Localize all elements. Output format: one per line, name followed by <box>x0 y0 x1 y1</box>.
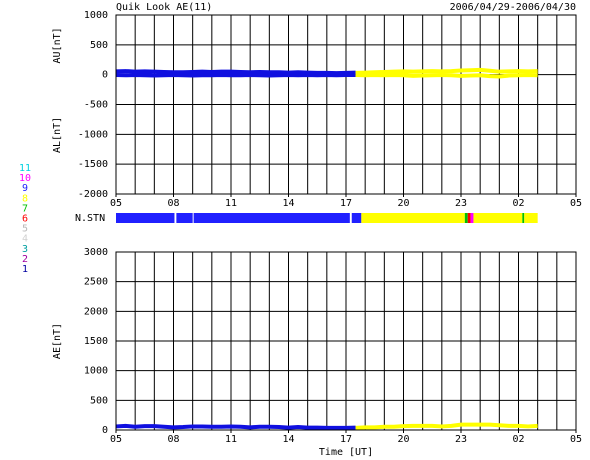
x-tick-label: 11 <box>225 198 237 209</box>
x-tick-label: 14 <box>282 434 294 445</box>
station-segment <box>193 213 350 223</box>
station-segment <box>467 213 471 223</box>
station-segment <box>351 213 362 223</box>
plot-frame <box>115 251 577 431</box>
y-tick-label: 1000 <box>84 10 108 21</box>
station-segment <box>470 213 474 223</box>
x-tick-label: 05 <box>110 198 122 209</box>
x-tick-label: 05 <box>110 434 122 445</box>
station-legend-label: 8 <box>22 193 28 204</box>
y-tick-label: -1500 <box>78 159 108 170</box>
data-line <box>355 67 538 75</box>
y-tick-label: 500 <box>90 40 108 51</box>
y-tick-label: 3000 <box>84 247 108 258</box>
station-legend-label: 7 <box>22 203 28 214</box>
y-tick-label: -1000 <box>78 129 108 140</box>
x-tick-label: 17 <box>340 198 352 209</box>
x-tick-label: 08 <box>167 434 179 445</box>
station-segment <box>361 213 465 223</box>
y-tick-label: 1000 <box>84 366 108 377</box>
data-line <box>115 423 356 430</box>
station-segment <box>524 213 538 223</box>
station-legend-label: 4 <box>22 234 28 245</box>
x-tick-label: 05 <box>570 434 582 445</box>
plot-frame <box>115 14 577 195</box>
data-line <box>355 72 538 79</box>
y-tick-label: -500 <box>84 100 108 111</box>
data-line <box>115 69 356 76</box>
x-tick-label: 17 <box>340 434 352 445</box>
y-tick-label: -2000 <box>78 189 108 200</box>
x-tick-label: 02 <box>512 434 524 445</box>
station-legend-label: 9 <box>22 183 28 194</box>
x-tick-label: 20 <box>397 198 409 209</box>
x-tick-label: 02 <box>512 198 524 209</box>
station-legend-label: 1 <box>22 264 28 275</box>
y-axis-label: AU[nT] <box>52 27 63 63</box>
station-segment <box>176 213 193 223</box>
y-axis-label: AE[nT] <box>52 323 63 359</box>
y-tick-label: 0 <box>102 425 108 436</box>
y-tick-label: 2500 <box>84 277 108 288</box>
station-bar-label: N.STN <box>75 213 105 224</box>
x-tick-label: 14 <box>282 198 294 209</box>
station-legend-label: 3 <box>22 244 28 255</box>
x-axis-label: Time [UT] <box>319 447 373 458</box>
chart-title: Quik Look AE(11) <box>116 2 212 13</box>
data-line <box>115 72 356 78</box>
station-legend-label: 11 <box>19 163 31 174</box>
y-axis-label: AL[nT] <box>52 117 63 153</box>
station-segment <box>473 213 523 223</box>
x-tick-label: 20 <box>397 434 409 445</box>
x-tick-label: 11 <box>225 434 237 445</box>
x-tick-label: 08 <box>167 198 179 209</box>
date-range: 2006/04/29-2006/04/30 <box>450 2 576 13</box>
y-tick-label: 2000 <box>84 306 108 317</box>
y-tick-label: 0 <box>102 70 108 81</box>
y-tick-label: 1500 <box>84 336 108 347</box>
station-legend-label: 2 <box>22 254 28 265</box>
station-segment <box>522 213 525 223</box>
x-tick-label: 05 <box>570 198 582 209</box>
station-segment <box>464 213 468 223</box>
station-legend-label: 10 <box>19 173 31 184</box>
station-segment <box>116 213 175 223</box>
x-tick-label: 23 <box>455 434 467 445</box>
data-line <box>355 422 538 430</box>
station-legend-label: 6 <box>22 214 28 225</box>
x-tick-label: 23 <box>455 198 467 209</box>
y-tick-label: 500 <box>90 395 108 406</box>
station-legend-label: 5 <box>22 224 28 235</box>
